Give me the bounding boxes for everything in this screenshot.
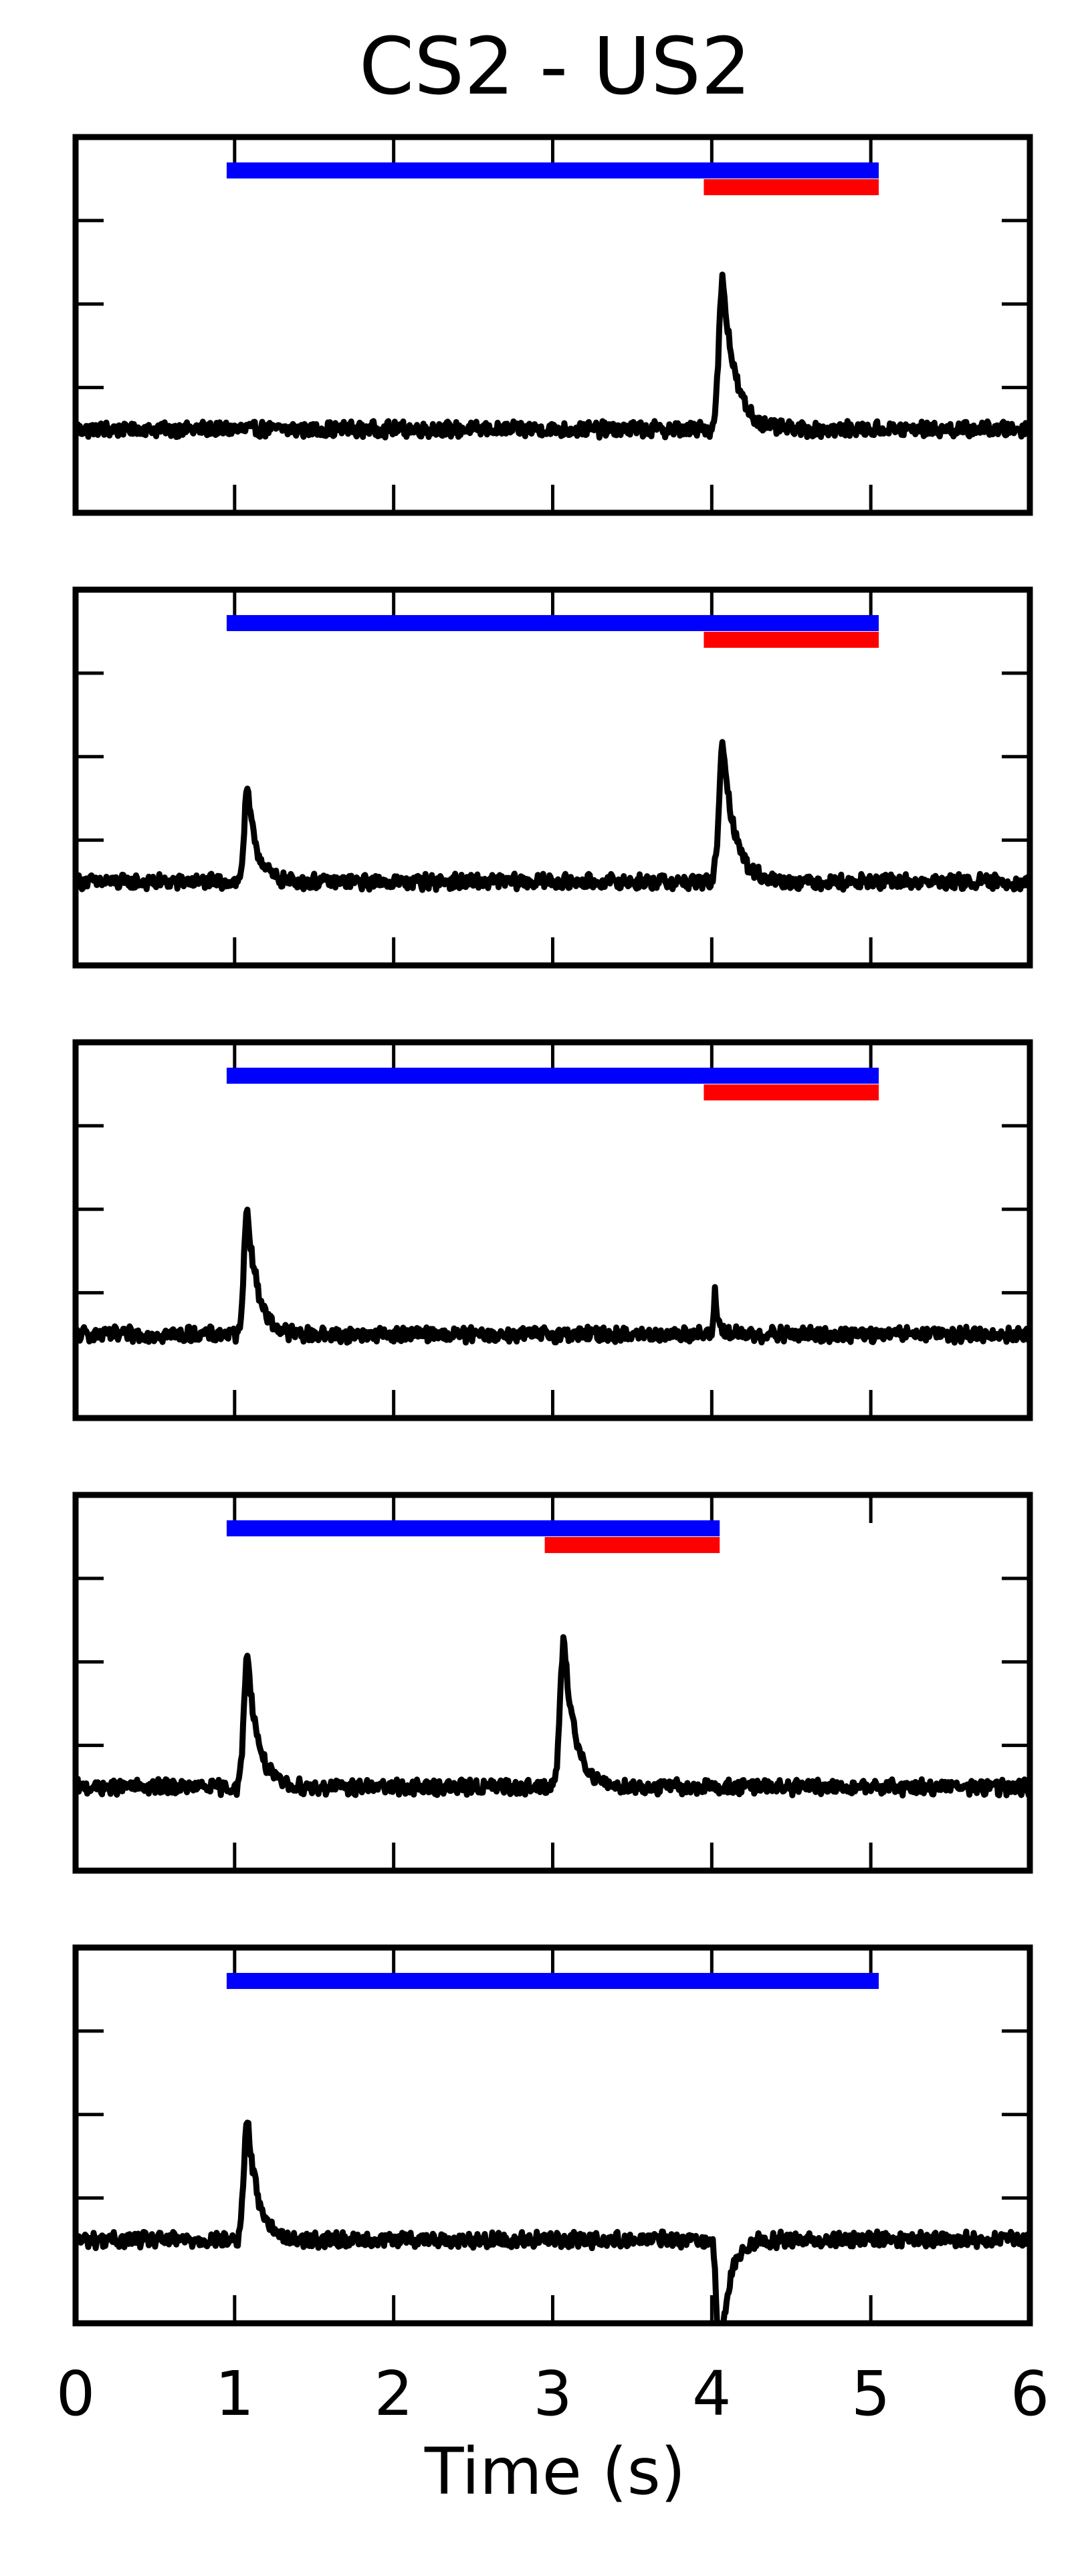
panel-frame — [72, 586, 1033, 969]
panel-5 — [72, 1944, 1033, 2327]
panel-frame — [72, 1492, 1033, 1874]
signal-trace — [72, 271, 1033, 441]
us-bar — [704, 1084, 879, 1100]
x-tick-label: 0 — [56, 2358, 96, 2430]
signal-trace — [72, 739, 1033, 893]
x-tick-label: 5 — [851, 2358, 891, 2430]
x-tick-label: 3 — [533, 2358, 572, 2430]
panel-frame — [72, 1944, 1033, 2327]
panel-4 — [72, 1492, 1033, 1874]
x-axis-label: Time (s) — [424, 2434, 685, 2509]
panels-group — [72, 134, 1033, 2327]
x-tick-label: 4 — [692, 2358, 732, 2430]
panel-1 — [72, 134, 1033, 516]
x-tick-label: 2 — [374, 2358, 413, 2430]
x-tick-label: 6 — [1010, 2358, 1050, 2430]
x-tick-labels: 0 1 2 3 4 5 6 — [56, 2358, 1050, 2430]
cs-bar — [226, 614, 879, 631]
cs-bar — [226, 1067, 879, 1084]
x-tick-label: 1 — [215, 2358, 255, 2430]
panel-3 — [72, 1039, 1033, 1421]
us-bar — [704, 631, 879, 648]
us-bar — [704, 179, 879, 195]
cs-bar — [226, 162, 879, 179]
signal-trace — [72, 1206, 1033, 1346]
cs-bar — [226, 1972, 879, 1989]
cs-bar — [226, 1520, 720, 1536]
panel-2 — [72, 586, 1033, 969]
chart-title: CS2 - US2 — [359, 20, 751, 112]
signal-trace — [72, 1634, 1033, 1798]
signal-trace — [72, 2119, 1033, 2327]
us-bar — [544, 1536, 720, 1553]
panel-frame — [72, 134, 1033, 516]
panel-frame — [72, 1039, 1033, 1421]
